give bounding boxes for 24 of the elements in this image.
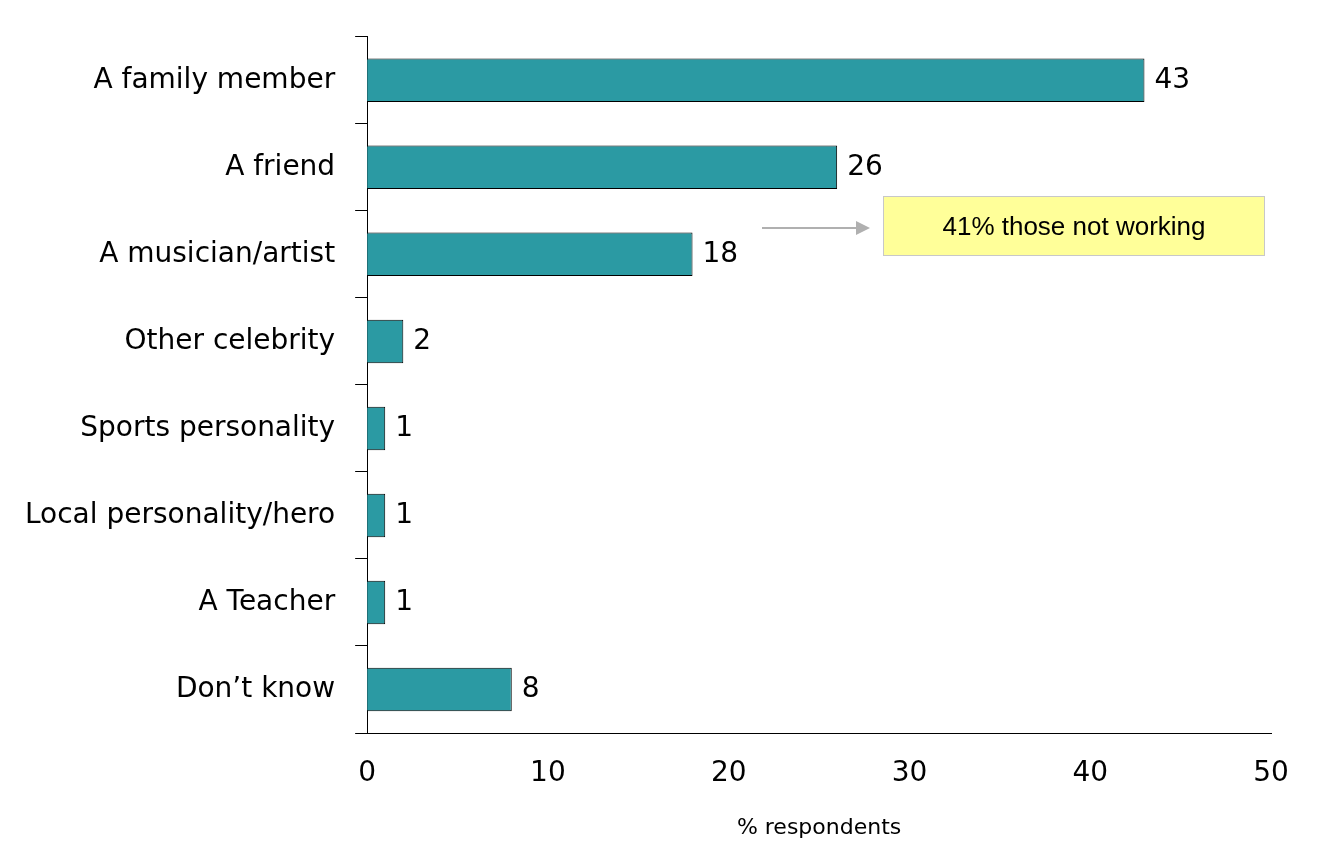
data-label: 1	[395, 409, 414, 443]
note-box: 41% those not working	[883, 196, 1265, 256]
y-tick-label: Sports personality	[80, 409, 336, 443]
y-tick-label: A Teacher	[198, 583, 336, 617]
x-axis-title: % respondents	[736, 813, 902, 839]
data-label: 1	[395, 583, 414, 617]
y-tick-label: A friend	[225, 148, 336, 182]
y-tick-label: Don’t know	[175, 670, 336, 704]
x-tick-label: 20	[710, 755, 747, 789]
y-tick-label: A musician/artist	[99, 235, 336, 269]
data-label: 18	[702, 235, 739, 269]
x-tick-label: 30	[891, 755, 928, 789]
data-label: 1	[395, 496, 414, 530]
y-tick-label: Local personality/hero	[24, 496, 336, 530]
x-tick-label: 0	[358, 755, 377, 789]
x-tick-label: 50	[1253, 755, 1289, 789]
x-tick-label: 10	[530, 755, 566, 789]
data-label: 2	[413, 322, 432, 356]
x-tick-label: 40	[1072, 755, 1109, 789]
y-tick-label: Other celebrity	[124, 322, 336, 356]
data-label: 26	[847, 148, 883, 182]
data-label: 43	[1154, 61, 1191, 95]
data-label: 8	[521, 670, 540, 704]
y-tick-label: A family member	[93, 61, 336, 95]
